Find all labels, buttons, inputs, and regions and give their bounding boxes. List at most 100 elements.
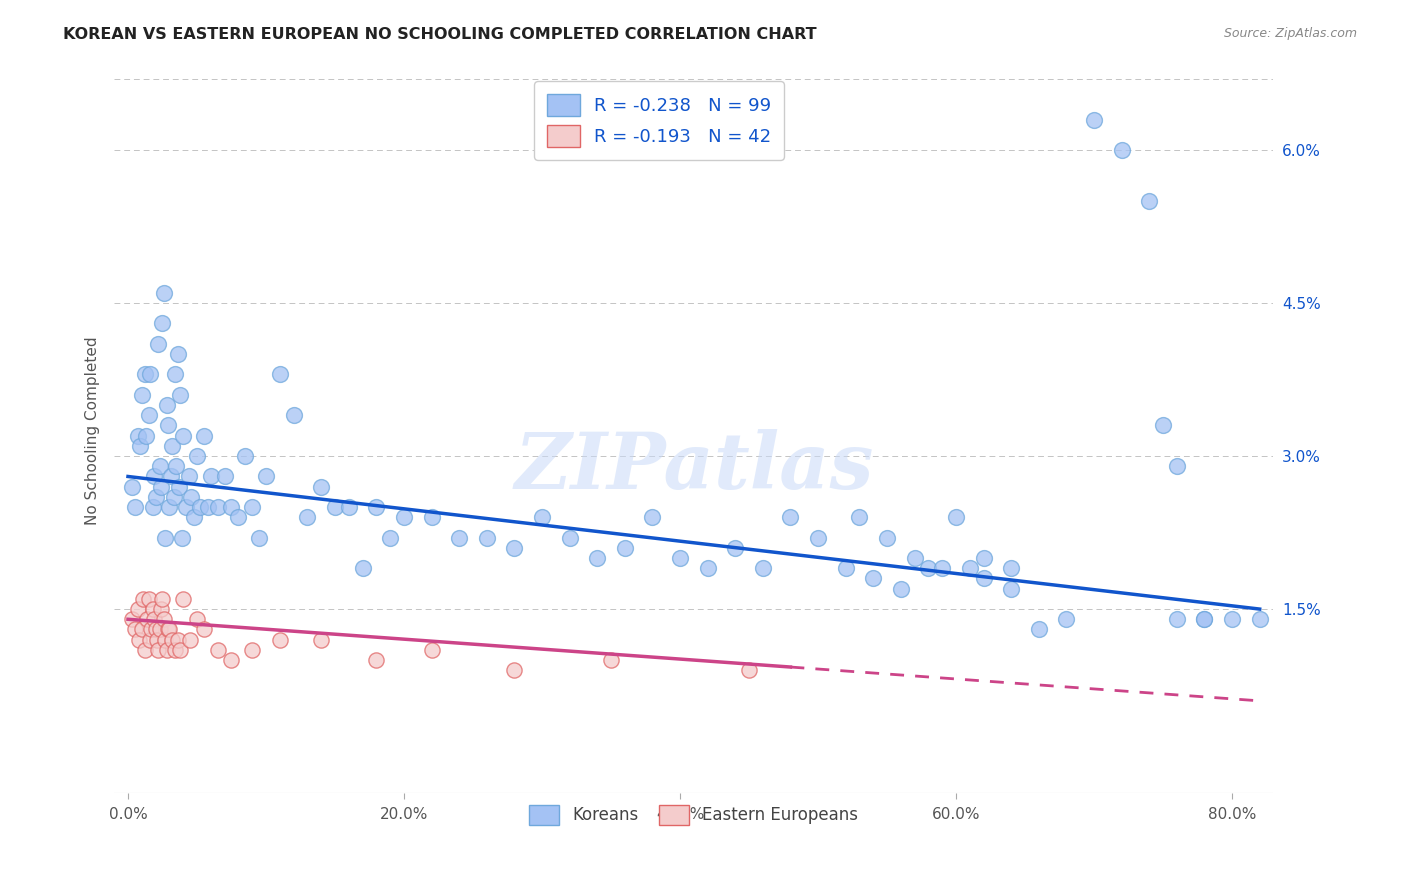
Point xyxy=(138,591,160,606)
Point xyxy=(366,500,388,514)
Point xyxy=(862,572,884,586)
Point xyxy=(1152,418,1174,433)
Point xyxy=(669,551,692,566)
Point xyxy=(142,602,165,616)
Point xyxy=(254,469,277,483)
Point xyxy=(146,632,169,647)
Point xyxy=(1000,561,1022,575)
Point xyxy=(150,480,173,494)
Point xyxy=(848,510,870,524)
Point xyxy=(1028,623,1050,637)
Point xyxy=(157,500,180,514)
Point xyxy=(558,531,581,545)
Point xyxy=(309,480,332,494)
Point xyxy=(135,428,157,442)
Point xyxy=(159,469,181,483)
Point xyxy=(917,561,939,575)
Point xyxy=(323,500,346,514)
Point xyxy=(200,469,222,483)
Point xyxy=(449,531,471,545)
Point xyxy=(1166,459,1188,474)
Point xyxy=(228,510,250,524)
Point xyxy=(1083,112,1105,127)
Point xyxy=(283,409,305,423)
Point xyxy=(180,490,202,504)
Point xyxy=(337,500,360,514)
Point xyxy=(155,531,177,545)
Point xyxy=(174,500,197,514)
Point xyxy=(142,500,165,514)
Point xyxy=(696,561,718,575)
Point xyxy=(150,602,173,616)
Point xyxy=(269,632,291,647)
Point xyxy=(129,439,152,453)
Text: KOREAN VS EASTERN EUROPEAN NO SCHOOLING COMPLETED CORRELATION CHART: KOREAN VS EASTERN EUROPEAN NO SCHOOLING … xyxy=(63,27,817,42)
Point xyxy=(876,531,898,545)
Point xyxy=(169,643,191,657)
Point xyxy=(165,459,187,474)
Point xyxy=(973,551,995,566)
Point xyxy=(931,561,953,575)
Point xyxy=(172,591,194,606)
Point xyxy=(600,653,623,667)
Point xyxy=(959,561,981,575)
Point xyxy=(586,551,609,566)
Point xyxy=(531,510,554,524)
Point xyxy=(143,612,166,626)
Point xyxy=(1111,143,1133,157)
Point xyxy=(193,623,215,637)
Point xyxy=(155,632,177,647)
Point xyxy=(172,428,194,442)
Point xyxy=(156,643,179,657)
Point xyxy=(127,602,149,616)
Point xyxy=(128,632,150,647)
Point xyxy=(166,632,188,647)
Point xyxy=(169,388,191,402)
Point xyxy=(148,643,170,657)
Point xyxy=(724,541,747,555)
Point xyxy=(269,368,291,382)
Point xyxy=(156,623,179,637)
Point xyxy=(136,612,159,626)
Point xyxy=(380,531,402,545)
Point xyxy=(221,653,243,667)
Point xyxy=(240,643,263,657)
Point xyxy=(352,561,374,575)
Point xyxy=(904,551,927,566)
Point xyxy=(197,500,219,514)
Point xyxy=(156,398,179,412)
Text: ZIPatlas: ZIPatlas xyxy=(515,428,873,505)
Point xyxy=(127,428,149,442)
Point xyxy=(134,643,156,657)
Point xyxy=(170,531,193,545)
Point xyxy=(149,623,172,637)
Point xyxy=(134,368,156,382)
Point xyxy=(752,561,775,575)
Point xyxy=(309,632,332,647)
Point xyxy=(1166,612,1188,626)
Point xyxy=(138,409,160,423)
Point xyxy=(152,591,174,606)
Point xyxy=(420,643,443,657)
Point xyxy=(167,480,190,494)
Point xyxy=(121,480,143,494)
Point xyxy=(1137,194,1160,208)
Point xyxy=(392,510,415,524)
Point xyxy=(139,368,162,382)
Legend: Koreans, Eastern Europeans: Koreans, Eastern Europeans xyxy=(519,795,869,835)
Point xyxy=(807,531,830,545)
Point xyxy=(1220,612,1243,626)
Point xyxy=(160,632,183,647)
Point xyxy=(834,561,856,575)
Point xyxy=(420,510,443,524)
Point xyxy=(1249,612,1271,626)
Point xyxy=(233,449,256,463)
Point xyxy=(153,612,176,626)
Point xyxy=(132,591,155,606)
Point xyxy=(157,623,180,637)
Point xyxy=(149,459,172,474)
Point xyxy=(641,510,664,524)
Point xyxy=(1056,612,1078,626)
Point xyxy=(131,623,153,637)
Point xyxy=(779,510,801,524)
